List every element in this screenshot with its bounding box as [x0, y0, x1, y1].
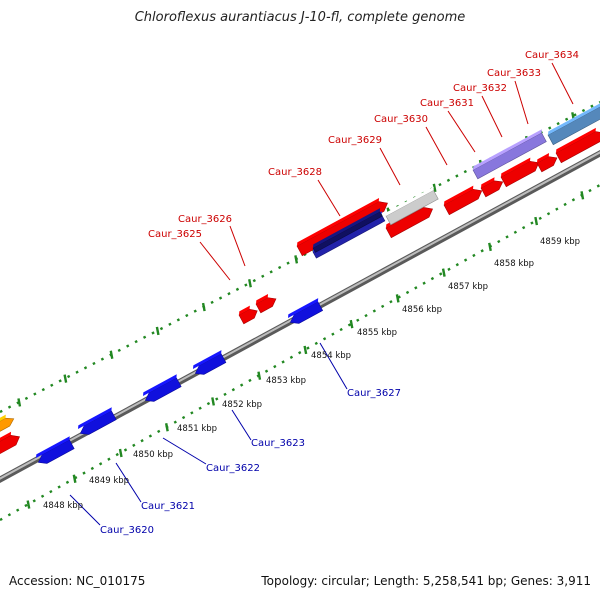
gene-caur-3621[interactable] — [77, 407, 118, 438]
major-tick — [155, 326, 160, 336]
major-tick — [349, 319, 354, 329]
major-tick — [257, 371, 262, 380]
tick-row-bottom — [0, 183, 600, 522]
major-tick — [201, 302, 206, 312]
callout-line — [69, 494, 101, 526]
major-tick — [109, 350, 114, 359]
scale-label: 4848 kbp — [43, 501, 83, 511]
major-tick — [294, 255, 299, 264]
gene-caur-3620[interactable] — [35, 436, 76, 467]
gene-label-caur-3630[interactable]: Caur_3630 — [374, 114, 428, 125]
accession-text: Accession: NC_010175 — [9, 574, 146, 588]
major-tick — [534, 216, 539, 226]
scale-label: 4851 kbp — [177, 424, 217, 434]
major-tick — [432, 183, 437, 193]
major-tick — [17, 398, 22, 407]
gene-caur-3623[interactable] — [192, 350, 228, 378]
callout-line — [229, 225, 246, 267]
callout-line — [115, 462, 142, 503]
major-tick — [26, 500, 31, 509]
domain-purple[interactable] — [472, 129, 549, 180]
scale-label: 4858 kbp — [494, 259, 534, 269]
major-tick — [303, 345, 308, 355]
gene-label-caur-3628[interactable]: Caur_3628 — [268, 167, 322, 178]
callout-line — [551, 62, 574, 105]
major-tick — [488, 242, 492, 252]
gene-label-caur-3632[interactable]: Caur_3632 — [453, 83, 507, 94]
gene-caur-3633[interactable] — [536, 151, 560, 173]
gene-caur-3631[interactable] — [480, 175, 506, 198]
scale-label: 4850 kbp — [133, 450, 173, 460]
callout-line — [319, 342, 348, 390]
gene-caur-3627[interactable] — [287, 298, 325, 327]
scale-label: 4855 kbp — [357, 328, 397, 338]
gene-caur-3625[interactable] — [238, 304, 260, 325]
gene-caur-3626[interactable] — [255, 292, 279, 314]
major-tick — [580, 191, 585, 200]
major-tick — [248, 279, 252, 288]
scale-label: 4857 kbp — [448, 282, 488, 292]
gene-label-caur-3629[interactable]: Caur_3629 — [328, 135, 382, 146]
gene-label-caur-3631[interactable]: Caur_3631 — [420, 98, 474, 109]
scale-label: 4856 kbp — [402, 305, 442, 315]
major-tick — [63, 374, 68, 383]
gene-label-caur-3634[interactable]: Caur_3634 — [525, 50, 579, 61]
scale-label: 4854 kbp — [311, 351, 351, 361]
callout-line — [447, 110, 476, 153]
gene-label-caur-3626[interactable]: Caur_3626 — [178, 214, 232, 225]
major-tick — [118, 448, 123, 458]
scale-label: 4852 kbp — [222, 400, 262, 410]
callout-line — [231, 409, 252, 441]
gene-label-caur-3625[interactable]: Caur_3625 — [148, 229, 202, 240]
gene-label-caur-3623[interactable]: Caur_3623 — [251, 438, 305, 449]
gene-caur-3622[interactable] — [142, 374, 183, 405]
topology-text: Topology: circular; Length: 5,258,541 bp… — [261, 574, 591, 588]
callout-line — [199, 241, 231, 281]
scale-label: 4849 kbp — [89, 476, 129, 486]
domain-navy[interactable] — [312, 208, 384, 253]
scale-label: 4859 kbp — [540, 237, 580, 247]
gene-caur-3632[interactable] — [500, 155, 542, 188]
gene-label-caur-3620[interactable]: Caur_3620 — [100, 525, 154, 536]
gene-left-orange[interactable] — [0, 412, 16, 441]
domain-steel[interactable] — [547, 102, 600, 146]
callout-line — [425, 126, 448, 166]
callout-line — [481, 95, 503, 138]
gene-label-caur-3633[interactable]: Caur_3633 — [487, 68, 541, 79]
major-tick — [395, 294, 400, 303]
major-tick — [164, 423, 169, 432]
gene-features — [0, 102, 600, 467]
gene-label-caur-3627[interactable]: Caur_3627 — [347, 388, 401, 399]
callout-line — [379, 147, 401, 186]
callout-line — [514, 80, 529, 125]
gene-label-caur-3622[interactable]: Caur_3622 — [206, 463, 260, 474]
gene-caur-3630[interactable] — [443, 183, 485, 216]
gene-label-caur-3621[interactable]: Caur_3621 — [141, 501, 195, 512]
domain-grey[interactable] — [385, 186, 440, 226]
gene-callouts — [69, 62, 574, 526]
map-title: Chloroflexus aurantiacus J-10-fl, comple… — [134, 10, 466, 25]
callout-line — [162, 437, 207, 465]
gene-caur-3634[interactable] — [555, 126, 600, 164]
major-tick — [72, 474, 77, 483]
major-tick — [211, 397, 215, 406]
scale-label: 4853 kbp — [266, 376, 306, 386]
callout-line — [317, 179, 341, 217]
major-tick — [441, 268, 446, 277]
gene-left-partial[interactable] — [0, 429, 22, 463]
